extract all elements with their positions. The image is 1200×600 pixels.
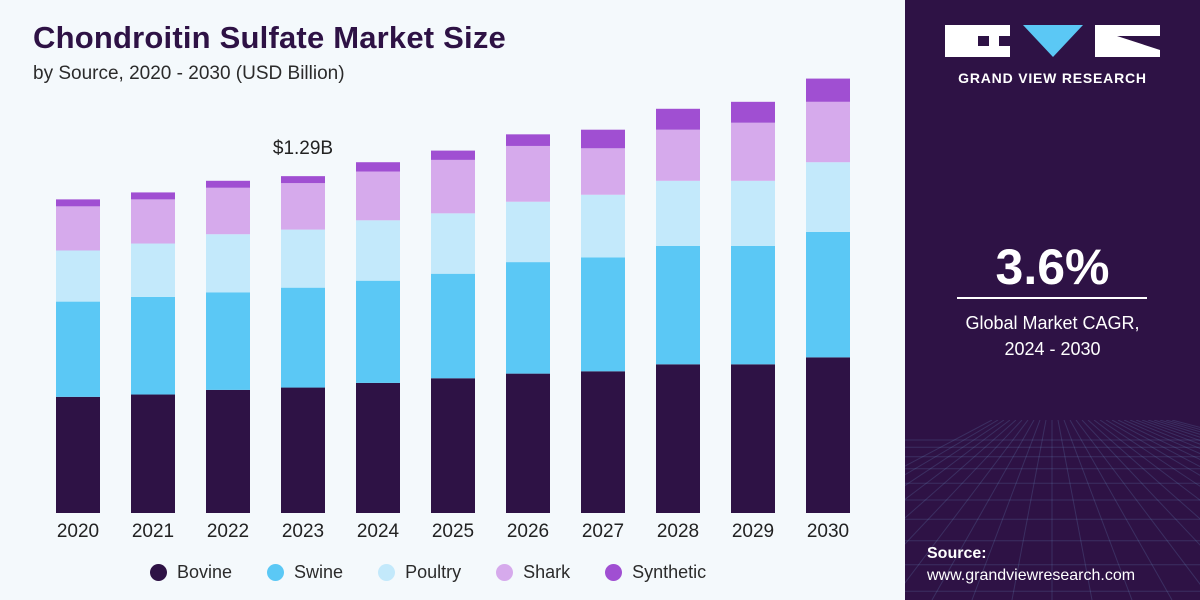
bar-segment-bovine-2030 [806,357,850,513]
bar-segment-bovine-2023 [281,387,325,513]
legend-item-swine: Swine [267,562,343,583]
bar-segment-poultry-2026 [506,201,550,263]
bar-segment-shark-2026 [506,145,550,202]
cagr-value: 3.6% [995,239,1110,295]
bar-segment-swine-2029 [731,245,775,365]
gvr-logo [945,25,1160,57]
bar-segment-swine-2023 [281,287,325,388]
legend-label: Swine [294,562,344,582]
bar-segment-shark-2028 [656,129,700,181]
bar-segment-swine-2030 [806,231,850,358]
bar-segment-synthetic-2026 [506,134,550,146]
bar-segment-poultry-2030 [806,162,850,232]
bar-segment-swine-2022 [206,292,250,390]
legend-swatch [378,564,396,581]
bar-segment-shark-2030 [806,101,850,163]
x-tick-label: 2024 [357,521,400,542]
legend-item-poultry: Poultry [378,562,461,583]
bar-segment-poultry-2028 [656,180,700,246]
legend-item-bovine: Bovine [150,562,232,583]
bar-segment-synthetic-2021 [131,192,175,200]
bar-segment-synthetic-2028 [656,108,700,130]
x-tick-label: 2022 [207,521,249,542]
bar-segment-bovine-2028 [656,364,700,513]
bar-segment-synthetic-2029 [731,101,775,123]
bar-segment-swine-2024 [356,280,400,383]
legend-swatch [267,564,285,581]
x-tick-label: 2028 [657,521,699,542]
legend-item-synthetic: Synthetic [605,562,706,583]
x-tick-label: 2021 [132,521,174,542]
bar-segment-swine-2020 [56,301,100,397]
legend-swatch [150,564,167,581]
brand-sidebar: GRAND VIEW RESEARCH 3.6% Global Market C… [905,0,1200,600]
bar-segment-poultry-2025 [431,213,475,274]
bar-segment-synthetic-2022 [206,180,250,188]
bar-segment-shark-2022 [206,187,250,235]
grid-decoration [905,420,1200,600]
bar-segment-swine-2025 [431,273,475,379]
x-tick-label: 2023 [282,521,324,542]
chart-subtitle: by Source, 2020 - 2030 (USD Billion) [33,63,345,84]
bar-segment-poultry-2021 [131,243,175,297]
legend-label: Synthetic [632,562,707,582]
cagr-label-line2: 2024 - 2030 [1004,339,1101,359]
brand-name: GRAND VIEW RESEARCH [958,70,1147,86]
legend-swatch [496,564,514,581]
source-url[interactable]: www.grandviewresearch.com [927,567,1136,584]
bar-segment-shark-2029 [731,122,775,181]
x-tick-label: 2025 [432,521,474,542]
legend-swatch [605,564,623,581]
legend-label: Shark [523,562,571,582]
bar-segment-synthetic-2023 [281,176,325,184]
bar-segment-poultry-2027 [581,194,625,258]
bar-segment-bovine-2027 [581,371,625,513]
bar-segment-shark-2025 [431,159,475,214]
x-tick-label: 2027 [582,521,624,542]
cagr-divider [957,297,1147,299]
bar-segment-shark-2024 [356,171,400,221]
bar-segment-bovine-2020 [56,396,100,513]
bar-segment-poultry-2022 [206,234,250,293]
chart-panel: Chondroitin Sulfate Market Size by Sourc… [33,20,850,583]
x-tick-label: 2020 [57,521,99,542]
bar-segment-shark-2021 [131,199,175,244]
bar-segment-synthetic-2025 [431,150,475,160]
bar-segment-shark-2027 [581,148,625,195]
bar-segment-synthetic-2020 [56,199,100,207]
bar-segment-bovine-2029 [731,364,775,513]
bar-segment-poultry-2020 [56,250,100,302]
bar-segment-bovine-2026 [506,373,550,513]
x-tick-label: 2030 [807,521,849,542]
chart-legend: Bovine Swine Poultry Shark Synthetic [150,562,741,583]
legend-item-shark: Shark [496,562,570,583]
x-tick-label: 2029 [732,521,774,542]
value-annotation: $1.29B [273,138,333,159]
bar-segment-shark-2020 [56,206,100,251]
bar-segment-synthetic-2030 [806,78,850,102]
source-label: Source: [927,545,987,562]
bar-segment-bovine-2022 [206,389,250,513]
bar-segment-swine-2021 [131,296,175,395]
bar-segment-poultry-2029 [731,180,775,246]
bar-segment-swine-2028 [656,245,700,365]
bar-segment-synthetic-2024 [356,162,400,172]
chart-title: Chondroitin Sulfate Market Size [33,20,506,55]
x-tick-label: 2026 [507,521,549,542]
bar-segment-swine-2026 [506,262,550,374]
bar-segment-swine-2027 [581,257,625,372]
bar-segment-poultry-2024 [356,220,400,281]
bar-segment-bovine-2021 [131,394,175,513]
bar-segment-bovine-2025 [431,378,475,513]
legend-label: Poultry [405,562,462,582]
bar-segment-shark-2023 [281,183,325,230]
cagr-label: Global Market CAGR, 2024 - 2030 [905,310,1200,362]
stacked-bar-chart: 2020 2021 2022 2023 $1.29B 2024 2025 2026 2027 20… [56,78,850,542]
cagr-label-line1: Global Market CAGR, [965,313,1140,333]
bar-segment-bovine-2024 [356,382,400,513]
bar-segment-poultry-2023 [281,229,325,288]
bar-segment-synthetic-2027 [581,129,625,149]
legend-label: Bovine [177,562,233,582]
